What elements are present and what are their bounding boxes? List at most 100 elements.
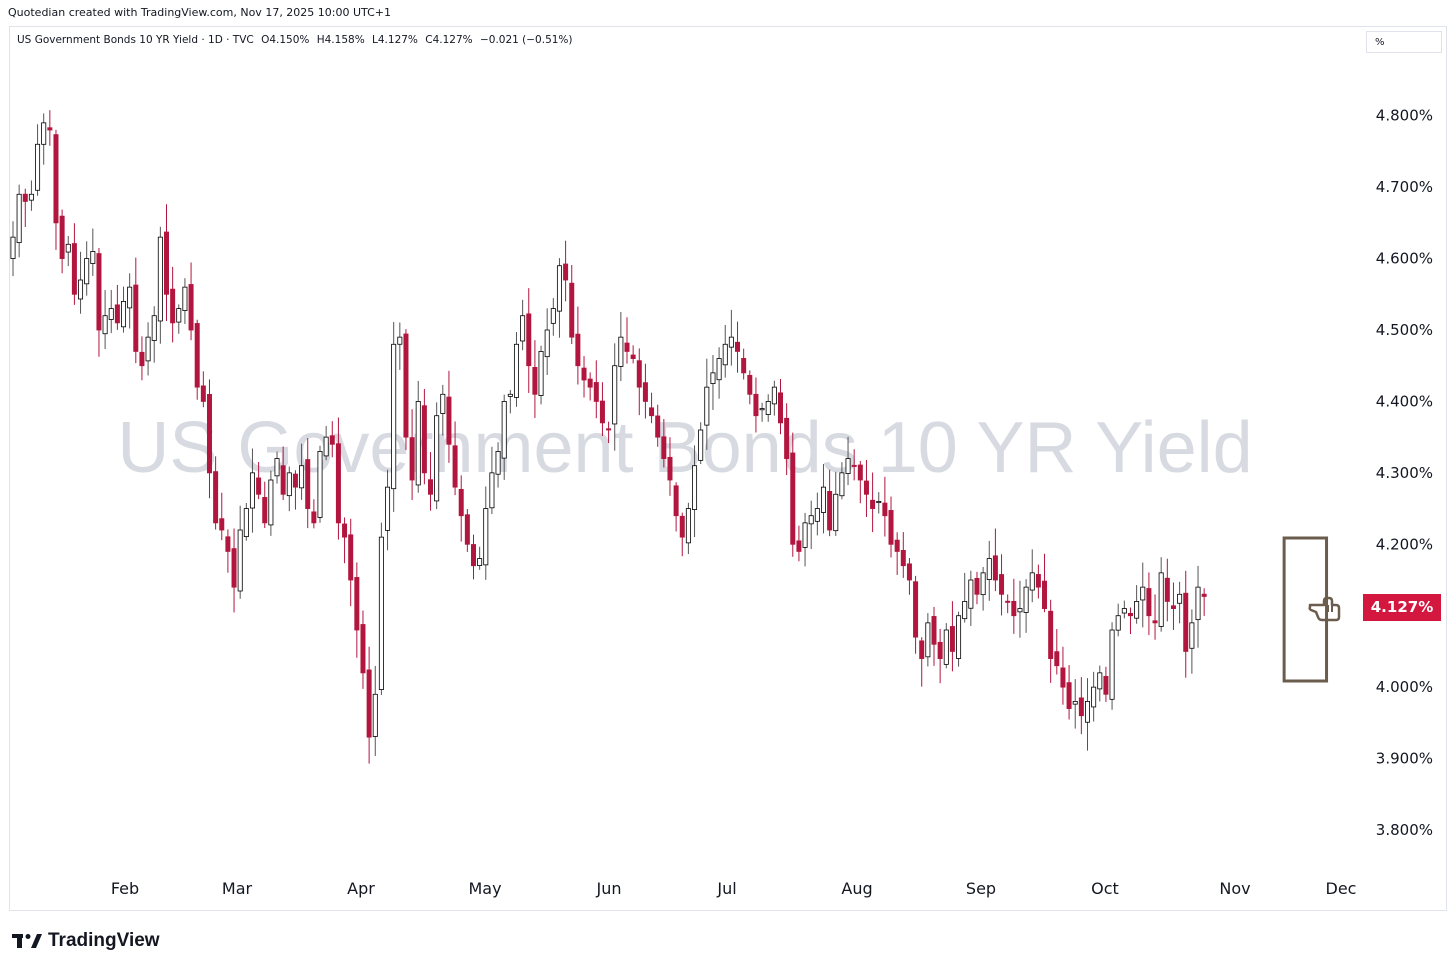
x-tick-label: Aug xyxy=(841,879,872,898)
x-tick-label: Feb xyxy=(111,879,139,898)
candle xyxy=(784,417,790,459)
x-tick-label: Apr xyxy=(347,879,375,898)
candle xyxy=(53,134,59,224)
candle xyxy=(317,451,323,518)
legend-change: −0.021 (−0.51%) xyxy=(479,34,573,46)
candle xyxy=(630,354,636,359)
candle xyxy=(919,640,925,659)
candle xyxy=(1042,580,1048,609)
candle xyxy=(415,401,421,486)
candle xyxy=(900,549,906,567)
candle xyxy=(477,558,483,566)
candle xyxy=(1195,586,1201,621)
y-axis[interactable]: 4.800% 4.700% 4.600% 4.500% 4.400% 4.300% 4.20… xyxy=(1376,107,1433,839)
candle xyxy=(65,243,71,253)
candle xyxy=(741,357,747,374)
candle xyxy=(1066,682,1072,709)
candle xyxy=(249,472,255,509)
candle xyxy=(225,536,231,552)
candle xyxy=(992,555,998,581)
candle xyxy=(470,544,476,567)
candle xyxy=(268,479,274,526)
candle xyxy=(219,518,225,531)
candle xyxy=(876,501,882,504)
candle xyxy=(520,315,526,342)
candle xyxy=(1115,615,1121,631)
candle xyxy=(366,669,372,738)
candle xyxy=(778,392,784,424)
candle xyxy=(256,477,262,495)
candle xyxy=(421,405,427,474)
candle xyxy=(200,385,206,402)
candle xyxy=(1127,613,1133,617)
legend-open: O4.150% xyxy=(261,34,310,46)
candle xyxy=(237,529,243,592)
tradingview-brand[interactable]: TradingView xyxy=(12,929,160,953)
candle xyxy=(1060,667,1066,688)
candle xyxy=(206,394,212,474)
candle xyxy=(655,415,661,438)
candle xyxy=(956,615,962,659)
candle xyxy=(649,407,655,417)
candle xyxy=(452,445,458,488)
candle xyxy=(1164,577,1170,602)
candle xyxy=(280,465,286,495)
candle xyxy=(403,333,409,438)
candle xyxy=(354,577,360,631)
candle xyxy=(1035,574,1041,588)
candle xyxy=(114,304,120,324)
candle xyxy=(428,479,434,495)
candle xyxy=(102,315,108,335)
candle xyxy=(1017,608,1023,613)
candle xyxy=(440,393,446,414)
candle xyxy=(888,510,894,545)
candle xyxy=(292,473,298,488)
candle xyxy=(1189,622,1195,649)
candle xyxy=(606,428,612,431)
candle xyxy=(716,358,722,381)
candle xyxy=(974,578,980,595)
candles-group xyxy=(10,110,1207,764)
candle xyxy=(1140,586,1146,601)
candle xyxy=(182,286,188,312)
candle xyxy=(636,360,642,388)
candle xyxy=(157,236,163,322)
x-tick-label: Jul xyxy=(716,879,736,898)
y-tick-label: 4.800% xyxy=(1376,107,1433,125)
candle xyxy=(71,243,77,295)
x-tick-label: May xyxy=(468,879,501,898)
y-tick-label: 4.700% xyxy=(1376,178,1433,196)
candle xyxy=(121,301,127,328)
candle xyxy=(692,465,698,510)
candle xyxy=(1201,593,1207,597)
candle xyxy=(1072,701,1078,705)
candle xyxy=(1109,629,1115,700)
candle xyxy=(544,329,550,358)
candle xyxy=(820,486,826,513)
candle xyxy=(378,536,384,690)
candle xyxy=(845,458,851,474)
candle xyxy=(495,451,501,475)
y-tick-label: 4.500% xyxy=(1376,321,1433,339)
price-scale-unit-button[interactable]: % xyxy=(1366,31,1442,53)
candle xyxy=(1023,586,1029,613)
y-tick-label: 3.800% xyxy=(1376,821,1433,839)
candle xyxy=(728,336,734,348)
chart-credit: Quotedian created with TradingView.com, … xyxy=(8,6,392,19)
x-tick-label: Mar xyxy=(222,879,253,898)
candle xyxy=(790,452,796,545)
candle xyxy=(1170,605,1176,609)
candle xyxy=(311,511,317,524)
x-axis[interactable]: Feb Mar Apr May Jun Jul Aug Sep Oct Nov Dec xyxy=(111,879,1357,898)
candle xyxy=(133,284,139,352)
candle xyxy=(458,488,464,517)
candle xyxy=(323,436,329,457)
candle xyxy=(163,231,169,295)
candle xyxy=(913,581,919,638)
x-tick-label: Jun xyxy=(596,879,622,898)
candle xyxy=(575,333,581,367)
candle xyxy=(507,393,513,397)
candle xyxy=(722,343,728,366)
brand-name: TradingView xyxy=(48,930,160,951)
candle xyxy=(827,491,833,531)
